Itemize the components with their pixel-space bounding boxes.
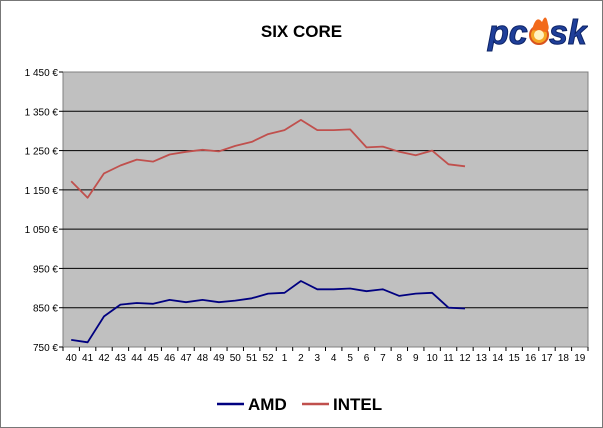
x-tick-label: 14 <box>492 353 504 364</box>
x-tick-label: 40 <box>66 353 78 364</box>
x-tick-label: 15 <box>509 353 521 364</box>
x-tick-label: 12 <box>459 353 471 364</box>
x-tick-label: 3 <box>315 353 321 364</box>
x-tick-label: 48 <box>197 353 209 364</box>
y-tick-label: 1 050 € <box>25 225 59 236</box>
x-tick-label: 7 <box>380 353 386 364</box>
x-tick-label: 2 <box>298 353 304 364</box>
x-tick-label: 11 <box>443 353 454 364</box>
flame-o-icon <box>529 17 549 45</box>
x-tick-label: 4 <box>331 353 337 364</box>
chart-title: SIX CORE <box>260 22 343 41</box>
x-tick-label: 50 <box>230 353 242 364</box>
series-line-amd <box>71 280 466 344</box>
x-tick-label: 18 <box>558 353 570 364</box>
y-tick-label: 950 € <box>33 264 58 275</box>
svg-text:sk: sk <box>549 14 588 52</box>
legend: AMD INTEL <box>217 395 382 414</box>
x-tick-label: 10 <box>427 353 439 364</box>
x-tick-label: 47 <box>180 353 192 364</box>
x-tick-label: 1 <box>282 353 288 364</box>
plot-area <box>62 71 589 348</box>
y-tick-label: 1 250 € <box>25 147 59 158</box>
y-tick-label: 750 € <box>33 343 58 354</box>
legend-label-amd: AMD <box>248 395 287 414</box>
x-tick-label: 41 <box>82 353 94 364</box>
x-tick-label: 13 <box>476 353 488 364</box>
x-tick-label: 46 <box>164 353 176 364</box>
x-tick-label: 8 <box>397 353 403 364</box>
x-tick-label: 42 <box>98 353 110 364</box>
svg-text:pc: pc <box>487 14 528 52</box>
y-tick-label: 850 € <box>33 304 58 315</box>
x-tick-label: 44 <box>131 353 143 364</box>
legend-label-intel: INTEL <box>333 395 382 414</box>
x-tick-label: 16 <box>525 353 537 364</box>
pcsk-logo: pc sk <box>486 10 590 54</box>
x-tick-label: 5 <box>347 353 353 364</box>
x-tick-label: 17 <box>541 353 553 364</box>
x-tick-label: 43 <box>115 353 127 364</box>
x-tick-label: 6 <box>364 353 370 364</box>
x-tick-label: 19 <box>574 353 586 364</box>
x-tick-label: 49 <box>213 353 225 364</box>
y-tick-label: 1 450 € <box>25 68 59 79</box>
y-tick-label: 1 150 € <box>25 186 59 197</box>
x-tick-label: 52 <box>263 353 275 364</box>
x-tick-label: 45 <box>148 353 160 364</box>
x-tick-label: 9 <box>413 353 419 364</box>
series-line-intel <box>70 119 466 199</box>
x-tick-label: 51 <box>246 353 258 364</box>
y-tick-label: 1 350 € <box>25 107 59 118</box>
